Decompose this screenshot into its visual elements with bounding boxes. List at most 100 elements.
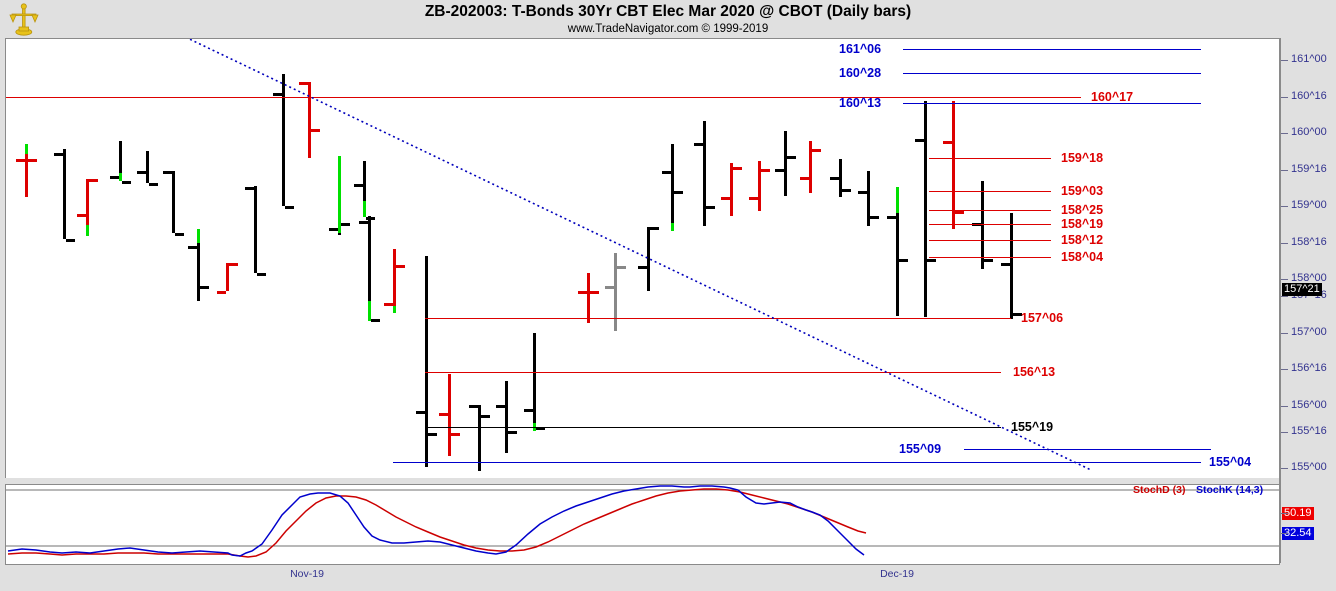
price-level-line[interactable] — [964, 449, 1211, 450]
price-level-label: 156^13 — [1013, 365, 1056, 379]
ohlc-bar — [329, 156, 350, 235]
stochastic-pane[interactable]: StochD (3) StochK (14,3) — [5, 484, 1280, 565]
axis-tick — [1281, 170, 1288, 171]
ohlc-bar — [137, 151, 158, 186]
price-level-label: 160^17 — [1091, 90, 1134, 104]
price-bars-layer — [16, 74, 1022, 471]
ohlc-bar — [359, 216, 380, 322]
current-price-badge: 157^21 — [1282, 283, 1322, 296]
price-level-line[interactable] — [903, 49, 1201, 50]
price-level-label: 158^25 — [1061, 203, 1104, 217]
ohlc-bar — [830, 159, 851, 197]
axis-tick — [1281, 369, 1288, 370]
indicator-value-badge: 32.54 — [1282, 527, 1314, 540]
ohlc-bar — [188, 229, 209, 301]
ohlc-bar — [638, 227, 659, 291]
ohlc-bar — [416, 256, 437, 467]
axis-label: 161^00 — [1291, 53, 1327, 65]
price-level-label: 160^28 — [839, 66, 882, 80]
price-level-label: 157^06 — [1021, 311, 1064, 325]
ohlc-bar — [662, 144, 683, 231]
ohlc-bar — [469, 405, 490, 471]
stochk-line — [7, 485, 865, 557]
date-axis-label: Dec-19 — [880, 568, 914, 580]
price-chart-pane[interactable]: 161^06 160^28 160^17 160^13 159^18 159^03 158^… — [5, 38, 1280, 478]
axis-tick — [1281, 279, 1288, 280]
ohlc-bar — [800, 141, 821, 193]
axis-tick — [1281, 513, 1288, 514]
axis-label: 158^00 — [1291, 272, 1327, 284]
price-level-line[interactable] — [6, 97, 1081, 98]
axis-label: 159^00 — [1291, 199, 1327, 211]
stochd-legend: StochD (3) — [1133, 484, 1186, 496]
price-level-line[interactable] — [929, 210, 1051, 211]
price-level-line[interactable] — [393, 462, 1201, 463]
ohlc-bar — [163, 171, 184, 236]
axis-tick — [1281, 533, 1288, 534]
price-level-label: 159^18 — [1061, 151, 1104, 165]
ohlc-bar — [943, 101, 964, 229]
ohlc-bar — [299, 82, 320, 158]
price-level-label: 155^09 — [899, 442, 942, 456]
axis-label: 155^00 — [1291, 461, 1327, 473]
axis-label: 160^16 — [1291, 90, 1327, 102]
ohlc-bar — [721, 163, 742, 216]
axis-label: 156^00 — [1291, 399, 1327, 411]
price-level-line[interactable] — [929, 224, 1051, 225]
ohlc-bar — [54, 149, 75, 242]
price-level-label: 159^03 — [1061, 184, 1104, 198]
stochd-line — [7, 488, 867, 558]
axis-tick — [1281, 296, 1288, 297]
price-level-label: 155^19 — [1011, 420, 1054, 434]
ohlc-bar — [273, 74, 294, 209]
ohlc-bar — [384, 249, 405, 313]
axis-label: 156^16 — [1291, 362, 1327, 374]
scales-of-justice-icon — [6, 2, 42, 38]
ohlc-bar — [110, 141, 131, 184]
price-level-label: 160^13 — [839, 96, 882, 110]
page-subtitle: www.TradeNavigator.com © 1999-2019 — [567, 23, 769, 35]
ohlc-bar — [775, 131, 796, 196]
ohlc-bar — [915, 101, 936, 317]
axis-label: 160^00 — [1291, 126, 1327, 138]
ohlc-bar — [605, 253, 626, 331]
price-level-line[interactable] — [929, 240, 1051, 241]
ohlc-bar — [439, 374, 460, 456]
axis-tick — [1281, 206, 1288, 207]
ohlc-bar — [578, 273, 599, 323]
axis-label: 159^16 — [1291, 163, 1327, 175]
price-level-line[interactable] — [929, 158, 1051, 159]
price-level-line[interactable] — [425, 427, 1001, 428]
stochastic-curves — [6, 485, 1279, 558]
price-axis[interactable]: 161^00 160^16 160^00 159^16 159^00 158^16 158^… — [1279, 38, 1336, 563]
ohlc-bar — [16, 144, 37, 197]
axis-tick — [1281, 133, 1288, 134]
ohlc-bar — [496, 381, 517, 453]
price-level-line[interactable] — [425, 318, 1011, 319]
ohlc-bar — [1001, 213, 1022, 319]
price-level-line[interactable] — [425, 372, 1001, 373]
ohlc-bar — [694, 121, 715, 226]
axis-label: 157^00 — [1291, 326, 1327, 338]
axis-tick — [1281, 432, 1288, 433]
axis-label: 155^16 — [1291, 425, 1327, 437]
axis-tick — [1281, 468, 1288, 469]
axis-tick — [1281, 97, 1288, 98]
price-level-line[interactable] — [929, 257, 1051, 258]
indicator-value-badge: 50.19 — [1282, 507, 1314, 520]
price-level-line[interactable] — [903, 73, 1201, 74]
ohlc-bar — [749, 161, 770, 211]
page-title: ZB-202003: T-Bonds 30Yr CBT Elec Mar 202… — [424, 3, 912, 20]
price-level-label: 158^19 — [1061, 217, 1104, 231]
ohlc-bar — [77, 179, 98, 236]
axis-tick — [1281, 406, 1288, 407]
ohlc-bar — [245, 186, 266, 276]
stochk-legend: StochK (14,3) — [1196, 484, 1264, 496]
axis-tick — [1281, 333, 1288, 334]
price-level-line[interactable] — [903, 103, 1201, 104]
ohlc-bar — [887, 187, 908, 316]
axis-tick — [1281, 243, 1288, 244]
trendline-layer — [187, 39, 1092, 471]
price-level-line[interactable] — [929, 191, 1051, 192]
